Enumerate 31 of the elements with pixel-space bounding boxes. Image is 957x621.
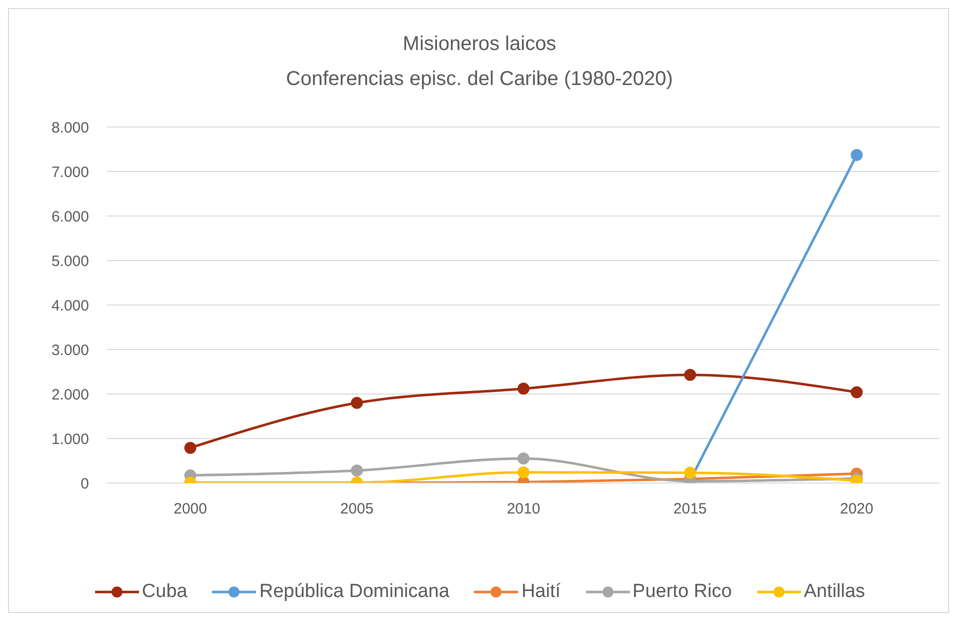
chart-title: Misioneros laicos xyxy=(402,33,558,56)
point xyxy=(518,452,530,465)
y-tick-label: 5.000 xyxy=(51,252,89,270)
y-tick-label: 7.000 xyxy=(51,164,89,181)
y-tick-label: 1.000 xyxy=(51,430,89,448)
y-tick-label: 0 xyxy=(80,475,89,492)
point xyxy=(518,466,530,478)
x-tick-label: 2010 xyxy=(506,500,540,518)
legend-label: Cuba xyxy=(142,581,188,603)
point xyxy=(684,466,696,479)
legend-label: República Dominicana xyxy=(259,581,450,603)
point xyxy=(850,386,863,398)
point xyxy=(850,149,863,162)
legend-label: Puerto Rico xyxy=(632,581,732,603)
x-tick-label: 2005 xyxy=(340,500,374,518)
legend-label: Antillas xyxy=(804,581,866,603)
y-tick-label: 6.000 xyxy=(51,208,89,226)
legend-label: Haití xyxy=(521,581,561,603)
point xyxy=(350,464,363,477)
point xyxy=(518,382,530,395)
x-tick-label: 2000 xyxy=(174,500,207,518)
y-tick-label: 2.000 xyxy=(51,386,89,404)
x-tick-label: 2020 xyxy=(840,500,874,518)
y-tick-label: 8.000 xyxy=(51,119,89,136)
x-tick-label: 2015 xyxy=(673,500,707,518)
y-tick-label: 3.000 xyxy=(51,342,89,359)
chart-subtitle: Conferencias episc. del Caribe (1980-2020) xyxy=(285,68,674,91)
y-tick-label: 4.000 xyxy=(51,297,89,314)
point xyxy=(684,368,696,381)
point xyxy=(350,396,363,409)
point xyxy=(184,442,196,454)
